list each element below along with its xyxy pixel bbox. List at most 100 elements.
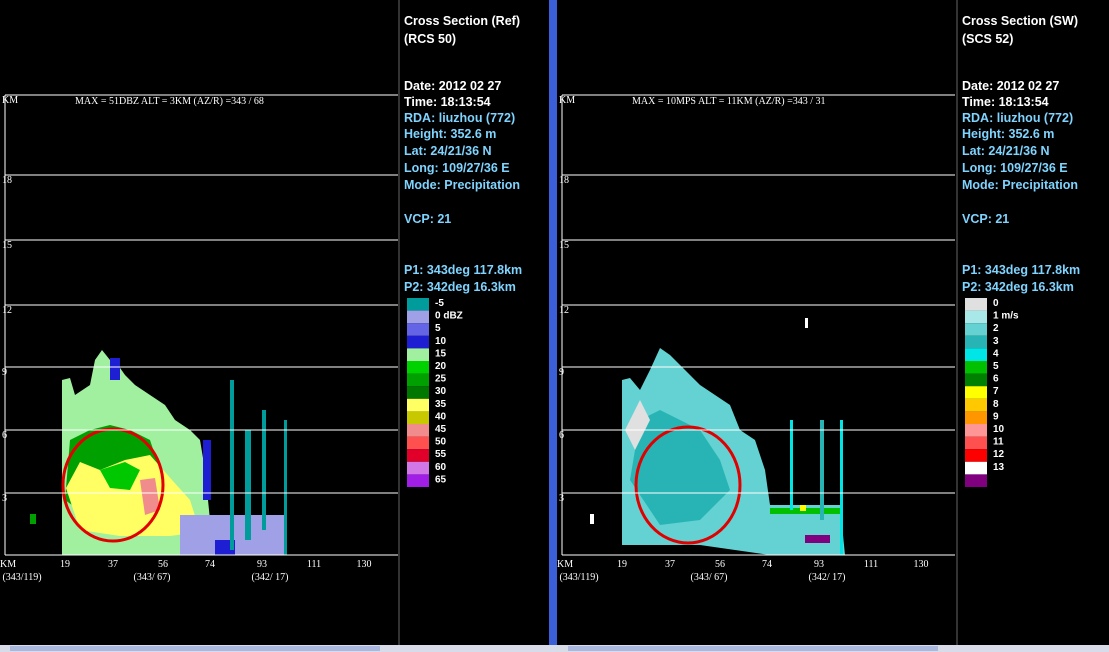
legend-label: 60 <box>435 462 447 473</box>
legend-label: 50 <box>435 437 447 448</box>
legend-swatch <box>407 474 429 487</box>
x-label: 56 <box>715 559 725 570</box>
legend-swatch <box>965 298 987 311</box>
legend-label: 2 <box>993 323 999 334</box>
legend-label: 5 <box>993 361 999 372</box>
x-sublabel: (342/ 17) <box>252 572 289 583</box>
legend-label: 11 <box>993 437 1004 448</box>
x-sublabel: (343/ 67) <box>691 572 728 583</box>
x-sublabel: (342/ 17) <box>809 572 846 583</box>
info-time: Time: 18:13:54 <box>404 95 491 109</box>
legend-label: -5 <box>435 298 444 309</box>
plot-header: MAX = 51DBZ ALT = 3KM (AZ/R) =343 / 68 <box>75 96 264 107</box>
x-label: KM <box>557 559 573 570</box>
info-time: Time: 18:13:54 <box>962 95 1049 109</box>
info-vcp: VCP: 21 <box>404 212 451 226</box>
y-label: 18 <box>2 175 12 186</box>
legend-label: 1 m/s <box>993 311 1019 322</box>
x-label: 74 <box>205 559 215 570</box>
info-product: (SCS 52) <box>962 32 1013 46</box>
y-label: 15 <box>2 240 12 251</box>
legend-label: 30 <box>435 386 447 397</box>
legend-swatch <box>407 348 429 361</box>
x-label: 111 <box>864 559 878 570</box>
y-label: 6 <box>2 430 7 441</box>
legend-label: 20 <box>435 361 447 372</box>
legend-label: 12 <box>993 449 1005 460</box>
info-long: Long: 109/27/36 E <box>404 161 510 175</box>
y-label: KM <box>2 95 18 106</box>
info-title: Cross Section (Ref) <box>404 14 520 28</box>
legend-label: 15 <box>435 348 447 359</box>
scroll-thumb <box>568 646 938 651</box>
legend-label: 40 <box>435 411 447 422</box>
x-label: 37 <box>108 559 118 570</box>
plot-header: MAX = 10MPS ALT = 11KM (AZ/R) =343 / 31 <box>632 96 826 107</box>
legend-swatch <box>407 399 429 412</box>
info-rda: RDA: liuzhou (772) <box>404 111 515 125</box>
y-label: 3 <box>2 493 7 504</box>
y-label: 12 <box>2 305 12 316</box>
legend-swatch <box>965 474 987 487</box>
x-label: 19 <box>617 559 627 570</box>
scroll-thumb <box>10 646 380 651</box>
legend-swatch <box>407 449 429 462</box>
legend-label: 5 <box>435 323 441 334</box>
legend-swatch <box>965 348 987 361</box>
legend-swatch <box>965 437 987 450</box>
legend-swatch <box>407 424 429 437</box>
x-label: 130 <box>357 559 372 570</box>
y-label: 9 <box>2 367 7 378</box>
x-label: 19 <box>60 559 70 570</box>
legend-label: 6 <box>993 374 999 385</box>
legend-label: 0 dBZ <box>435 311 463 322</box>
info-height: Height: 352.6 m <box>962 127 1054 141</box>
x-label: 93 <box>257 559 267 570</box>
legend-label: 7 <box>993 386 999 397</box>
y-label: 3 <box>559 493 564 504</box>
legend-swatch <box>965 399 987 412</box>
x-sublabel: (343/119) <box>2 572 41 583</box>
info-mode: Mode: Precipitation <box>404 178 520 192</box>
y-label: 15 <box>559 240 569 251</box>
legend-swatch <box>965 311 987 324</box>
legend-label: 55 <box>435 449 447 460</box>
legend-swatch <box>407 374 429 387</box>
legend-swatch <box>965 386 987 399</box>
x-label: 37 <box>665 559 675 570</box>
info-date: Date: 2012 02 27 <box>962 79 1059 93</box>
x-sublabel: (343/119) <box>559 572 598 583</box>
y-label: 12 <box>559 305 569 316</box>
x-label: 93 <box>814 559 824 570</box>
info-mode: Mode: Precipitation <box>962 178 1078 192</box>
x-label: 56 <box>158 559 168 570</box>
x-label: KM <box>0 559 16 570</box>
x-label: 111 <box>307 559 321 570</box>
info-lat: Lat: 24/21/36 N <box>962 144 1050 158</box>
legend-label: 35 <box>435 399 447 410</box>
legend-swatch <box>965 361 987 374</box>
legend-swatch <box>407 336 429 349</box>
legend-label: 9 <box>993 411 999 422</box>
legend-label: 8 <box>993 399 999 410</box>
legend-swatch <box>965 374 987 387</box>
legend-label: 4 <box>993 348 999 359</box>
legend-swatch <box>407 411 429 424</box>
legend-swatch <box>965 462 987 475</box>
info-height: Height: 352.6 m <box>404 127 496 141</box>
legend-label: 25 <box>435 374 447 385</box>
y-label: 18 <box>559 175 569 186</box>
info-lat: Lat: 24/21/36 N <box>404 144 492 158</box>
legend-swatch <box>407 437 429 450</box>
info-p1: P1: 343deg 117.8km <box>962 263 1080 277</box>
legend-label: 10 <box>993 424 1005 435</box>
y-label: KM <box>559 95 575 106</box>
info-rda: RDA: liuzhou (772) <box>962 111 1073 125</box>
y-label: 9 <box>559 367 564 378</box>
legend-label: 0 <box>993 298 999 309</box>
legend-label: 13 <box>993 462 1005 473</box>
legend-swatch <box>965 449 987 462</box>
legend-swatch <box>965 411 987 424</box>
legend-swatch <box>407 462 429 475</box>
info-p2: P2: 342deg 16.3km <box>962 280 1074 294</box>
